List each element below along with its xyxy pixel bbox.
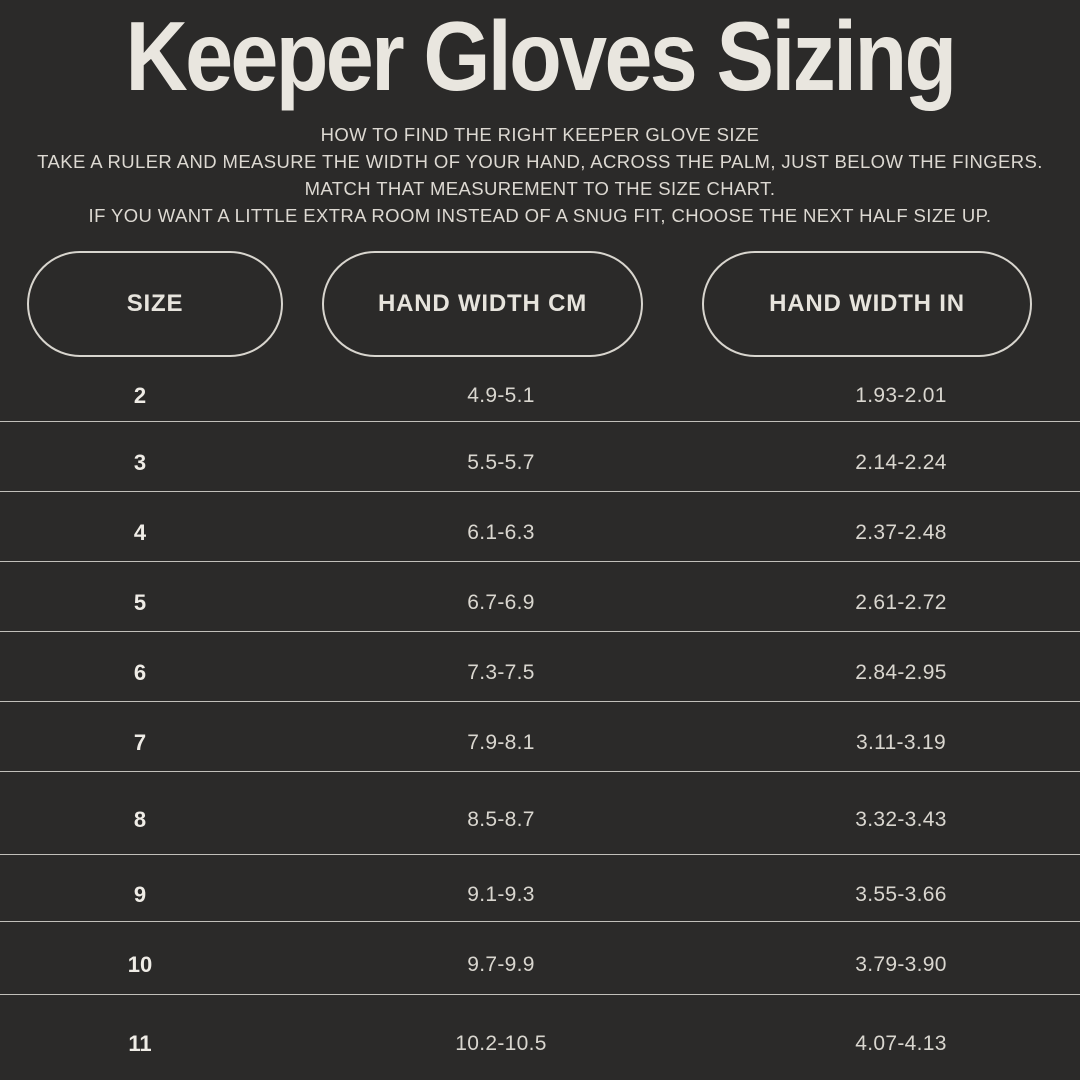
hand-width-cm-cell: 9.7-9.9 [467, 952, 535, 976]
hand-width-in-cell: 3.79-3.90 [855, 952, 947, 976]
hand-width-cm-cell: 10.2-10.5 [455, 1032, 547, 1055]
table-row: 9 9.1-9.3 3.55-3.66 [0, 855, 1080, 922]
size-cell: 5 [133, 590, 147, 615]
hand-width-in-cell: 2.61-2.72 [855, 591, 947, 614]
hand-width-cm-cell: 5.5-5.7 [467, 451, 535, 474]
hand-width-in-cell: 3.55-3.66 [855, 882, 947, 906]
size-cell: 9 [133, 881, 147, 907]
instruction-line: HOW TO FIND THE RIGHT KEEPER GLOVE SIZE [320, 124, 760, 145]
table-row: 2 4.9-5.1 1.93-2.01 [0, 357, 1080, 422]
hand-width-in-cell: 2.84-2.95 [855, 661, 947, 684]
size-cell: 10 [127, 951, 153, 977]
size-cell: 7 [133, 730, 147, 755]
hand-width-cm-cell: 7.3-7.5 [467, 661, 535, 684]
hand-width-in-cell: 4.07-4.13 [855, 1032, 947, 1055]
size-cell: 2 [133, 382, 147, 408]
hand-width-cm-cell: 6.1-6.3 [467, 521, 535, 544]
table-row: 3 5.5-5.7 2.14-2.24 [0, 422, 1080, 492]
hand-width-in-cell: 1.93-2.01 [855, 383, 947, 407]
column-header-size: SIZE [27, 251, 283, 357]
instructions: HOW TO FIND THE RIGHT KEEPER GLOVE SIZE … [0, 121, 1080, 229]
table-row: 6 7.3-7.5 2.84-2.95 [0, 632, 1080, 702]
hand-width-cm-cell: 7.9-8.1 [467, 731, 535, 754]
page-title: Keeper Gloves Sizing [125, 1, 957, 111]
table-row: 5 6.7-6.9 2.61-2.72 [0, 562, 1080, 632]
column-header-hand-width-cm: HAND WIDTH CM [322, 251, 643, 357]
instruction-line: MATCH THAT MEASUREMENT TO THE SIZE CHART… [304, 178, 776, 199]
size-cell: 3 [133, 450, 147, 475]
table-row: 11 10.2-10.5 4.07-4.13 [0, 995, 1080, 1080]
hand-width-cm-cell: 6.7-6.9 [467, 591, 535, 614]
hand-width-cm-cell: 4.9-5.1 [467, 383, 535, 407]
hand-width-in-cell: 2.37-2.48 [855, 521, 947, 544]
hand-width-in-cell: 3.32-3.43 [855, 807, 947, 831]
size-cell: 4 [133, 520, 147, 545]
table-row: 7 7.9-8.1 3.11-3.19 [0, 702, 1080, 772]
table-row: 10 9.7-9.9 3.79-3.90 [0, 922, 1080, 995]
size-cell: 8 [133, 806, 147, 832]
size-table: 2 4.9-5.1 1.93-2.01 3 5.5-5.7 2.14-2.24 … [0, 357, 1080, 1080]
table-row: 4 6.1-6.3 2.37-2.48 [0, 492, 1080, 562]
instruction-line: TAKE A RULER AND MEASURE THE WIDTH OF YO… [37, 151, 1043, 172]
hand-width-cm-cell: 9.1-9.3 [467, 882, 535, 906]
hand-width-cm-cell: 8.5-8.7 [467, 807, 535, 831]
column-header-hand-width-in: HAND WIDTH IN [702, 251, 1032, 357]
table-header-row: SIZE HAND WIDTH CM HAND WIDTH IN [0, 251, 1080, 357]
size-cell: 11 [128, 1031, 152, 1056]
size-cell: 6 [133, 660, 147, 685]
table-row: 8 8.5-8.7 3.32-3.43 [0, 772, 1080, 855]
hand-width-in-cell: 3.11-3.19 [856, 731, 946, 754]
instruction-line: IF YOU WANT A LITTLE EXTRA ROOM INSTEAD … [88, 205, 992, 226]
hand-width-in-cell: 2.14-2.24 [855, 451, 947, 474]
